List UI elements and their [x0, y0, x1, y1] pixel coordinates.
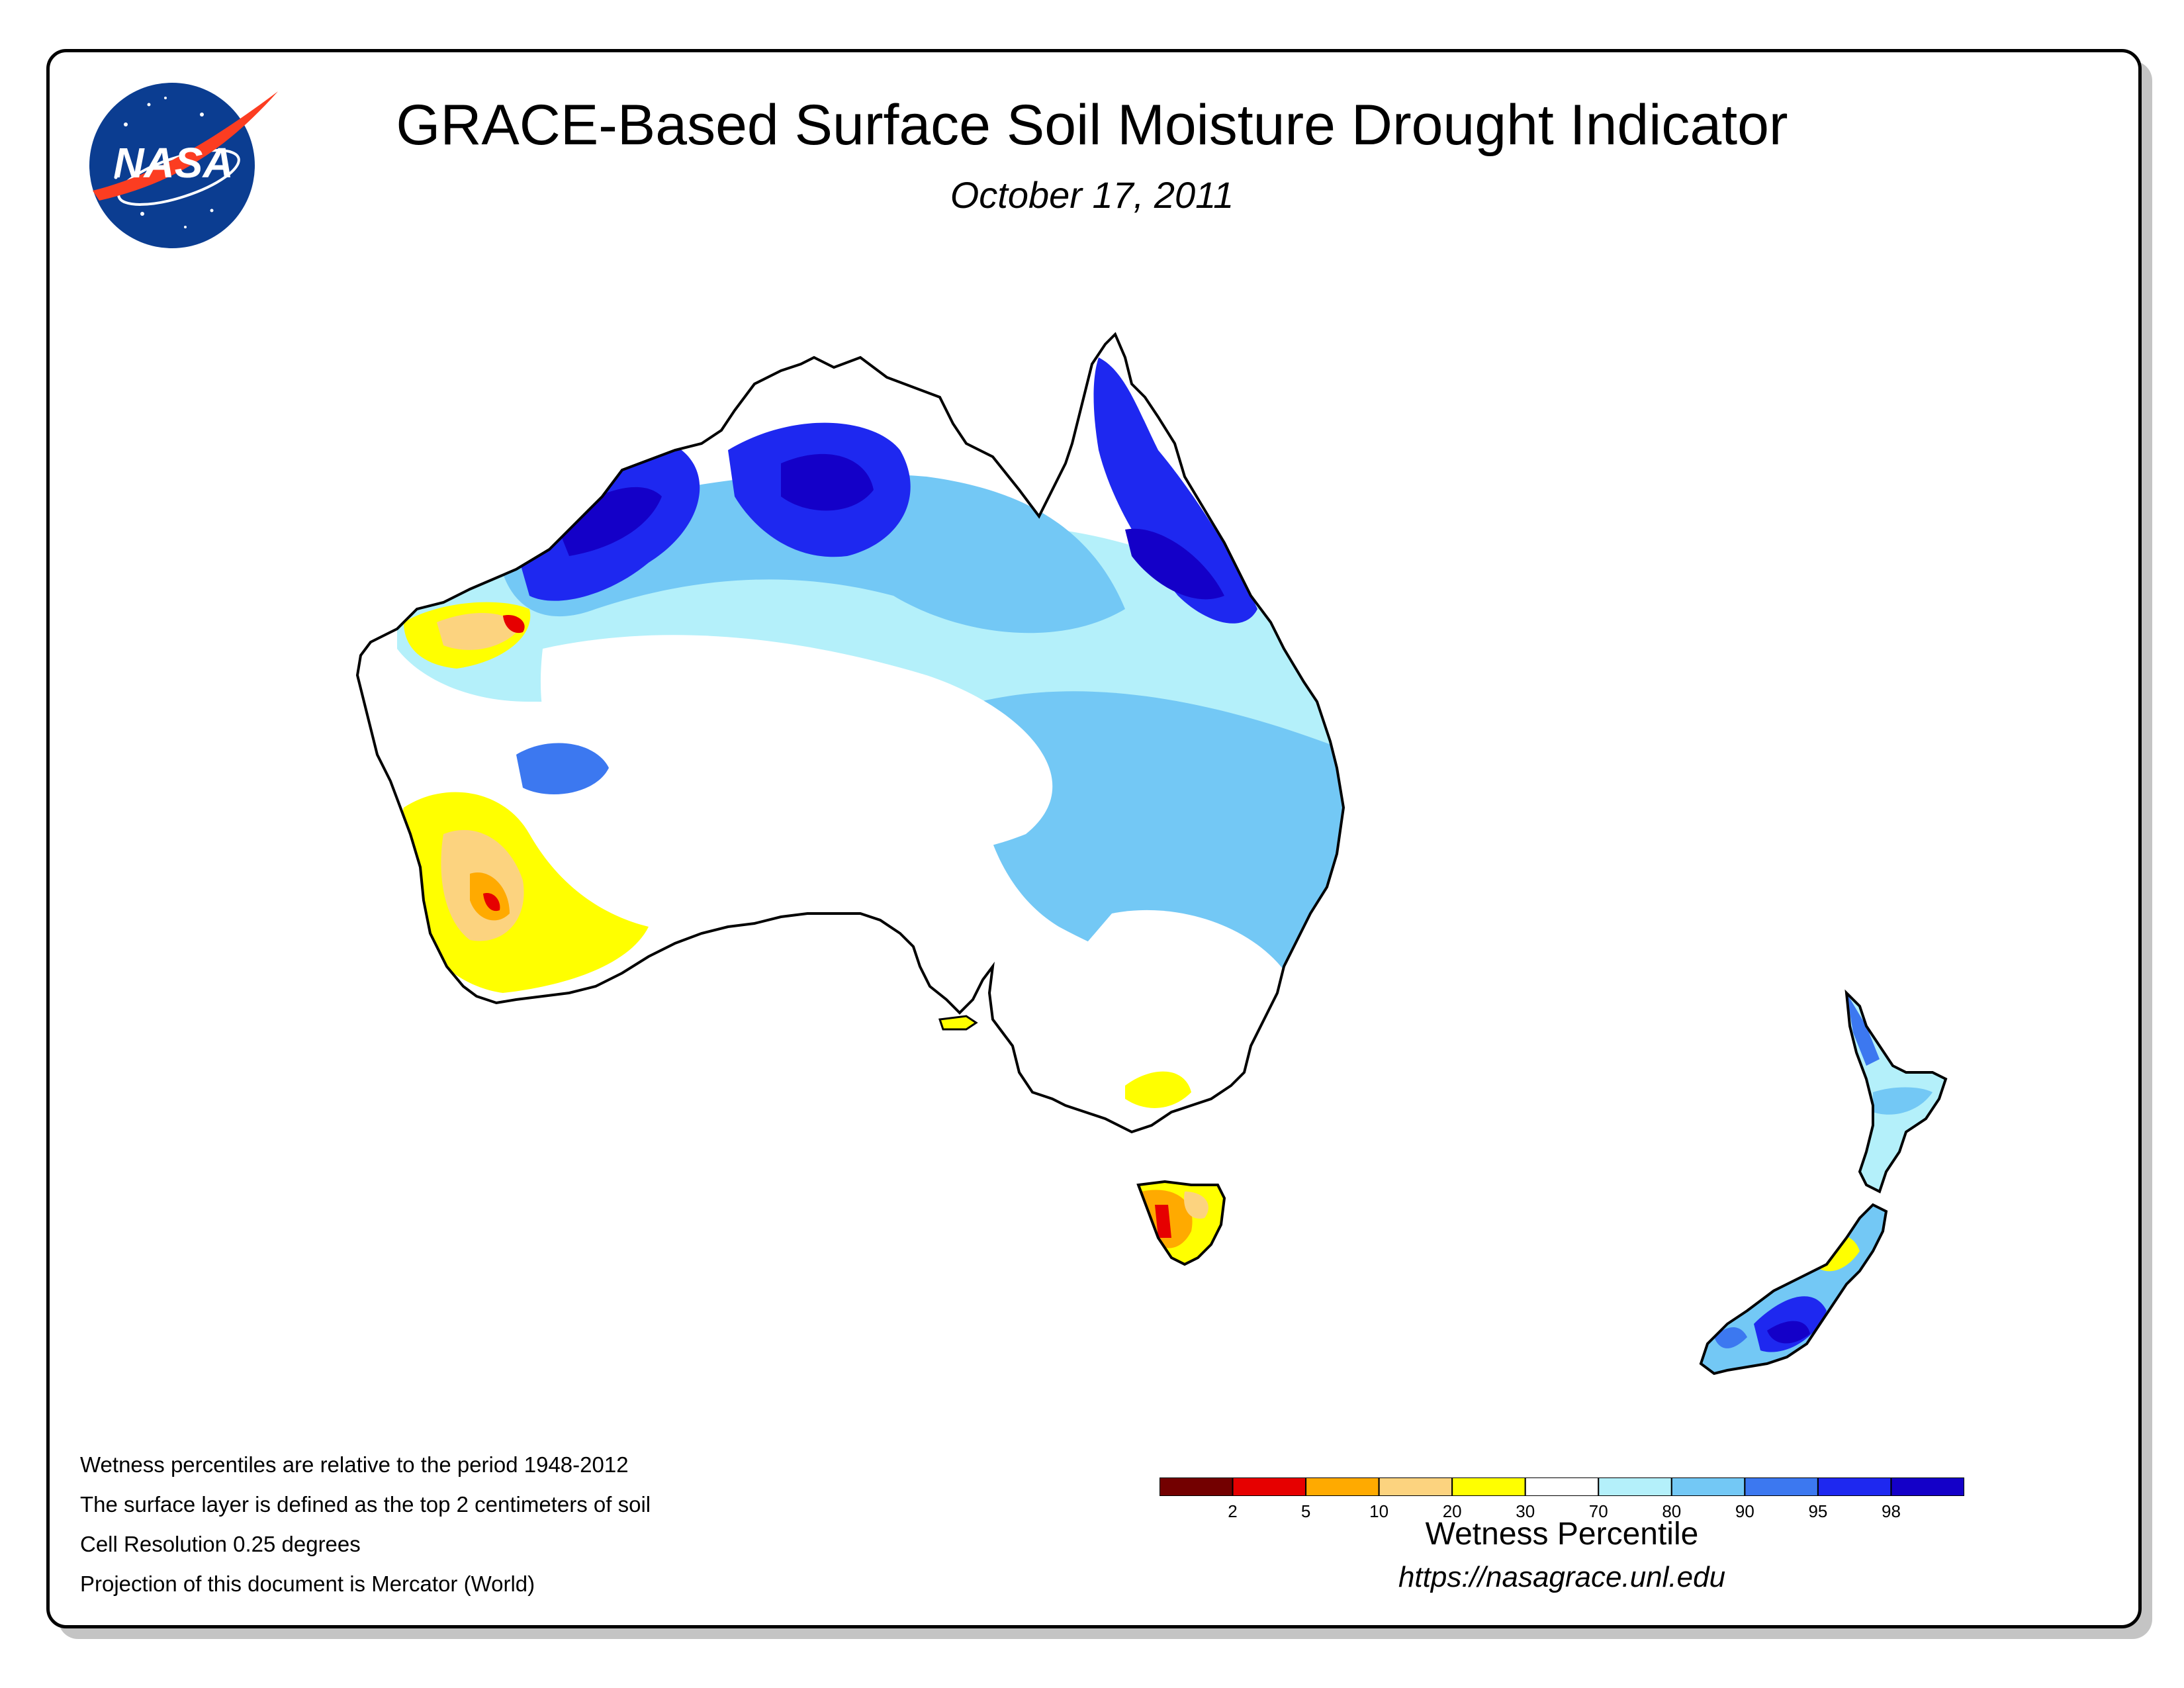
colorbar-segment: [1451, 1477, 1526, 1496]
colorbar-tick-label: 5: [1300, 1501, 1311, 1521]
colorbar-segment: [1817, 1477, 1892, 1496]
colorbar-tick-label: 20: [1442, 1501, 1462, 1521]
colorbar-segment: [1232, 1477, 1307, 1496]
soil-moisture-map: [355, 332, 1948, 1376]
nz-south-island-coastline: [1699, 1203, 1888, 1376]
nasa-meatball-icon: NASA: [89, 83, 278, 248]
note-projection: Projection of this document is Mercator …: [80, 1571, 535, 1596]
colorbar-tick-label: 98: [1881, 1501, 1901, 1521]
colorbar-tick-label: 95: [1808, 1501, 1828, 1521]
colorbar-segment: [1305, 1477, 1380, 1496]
colorbar-segment: [1670, 1477, 1746, 1496]
tasmania-coastline: [1136, 1180, 1226, 1266]
note-resolution: Cell Resolution 0.25 degrees: [80, 1532, 361, 1556]
colorbar-tick-label: 70: [1588, 1501, 1608, 1521]
australia-coastline: [355, 332, 1345, 1134]
colorbar-tick-label: 10: [1369, 1501, 1389, 1521]
colorbar-tick-label: 30: [1516, 1501, 1535, 1521]
nz-north-island-wetness-fill: [1846, 993, 1946, 1192]
colorbar-segment: [1160, 1477, 1234, 1496]
colorbar-segment: [1890, 1477, 1964, 1496]
colorbar-tick-label: 2: [1228, 1501, 1238, 1521]
nz-north-island-coastline: [1844, 989, 1948, 1194]
page-title: GRACE-Based Surface Soil Moisture Drough…: [396, 93, 1788, 157]
legend-url: https://nasagrace.unl.edu: [1398, 1561, 1726, 1593]
colorbar-segment: [1524, 1477, 1600, 1496]
colorbar-tick-label: 80: [1662, 1501, 1682, 1521]
note-surface-layer: The surface layer is defined as the top …: [80, 1492, 651, 1517]
note-period: Wetness percentiles are relative to the …: [80, 1452, 629, 1477]
legend-title: Wetness Percentile: [1425, 1517, 1699, 1552]
kangaroo-island: [938, 1015, 978, 1031]
colorbar-segment: [1744, 1477, 1819, 1496]
map-date: October 17, 2011: [950, 174, 1234, 216]
colorbar-segment: [1598, 1477, 1672, 1496]
nz-south-island-wetness-fill: [1701, 1205, 1886, 1374]
wetness-colorbar: [1160, 1477, 1964, 1496]
colorbar-tick-label: 90: [1735, 1501, 1754, 1521]
australia-wetness-fill: [357, 334, 1343, 1132]
svg-text:NASA: NASA: [113, 139, 233, 187]
colorbar-segment: [1378, 1477, 1453, 1496]
